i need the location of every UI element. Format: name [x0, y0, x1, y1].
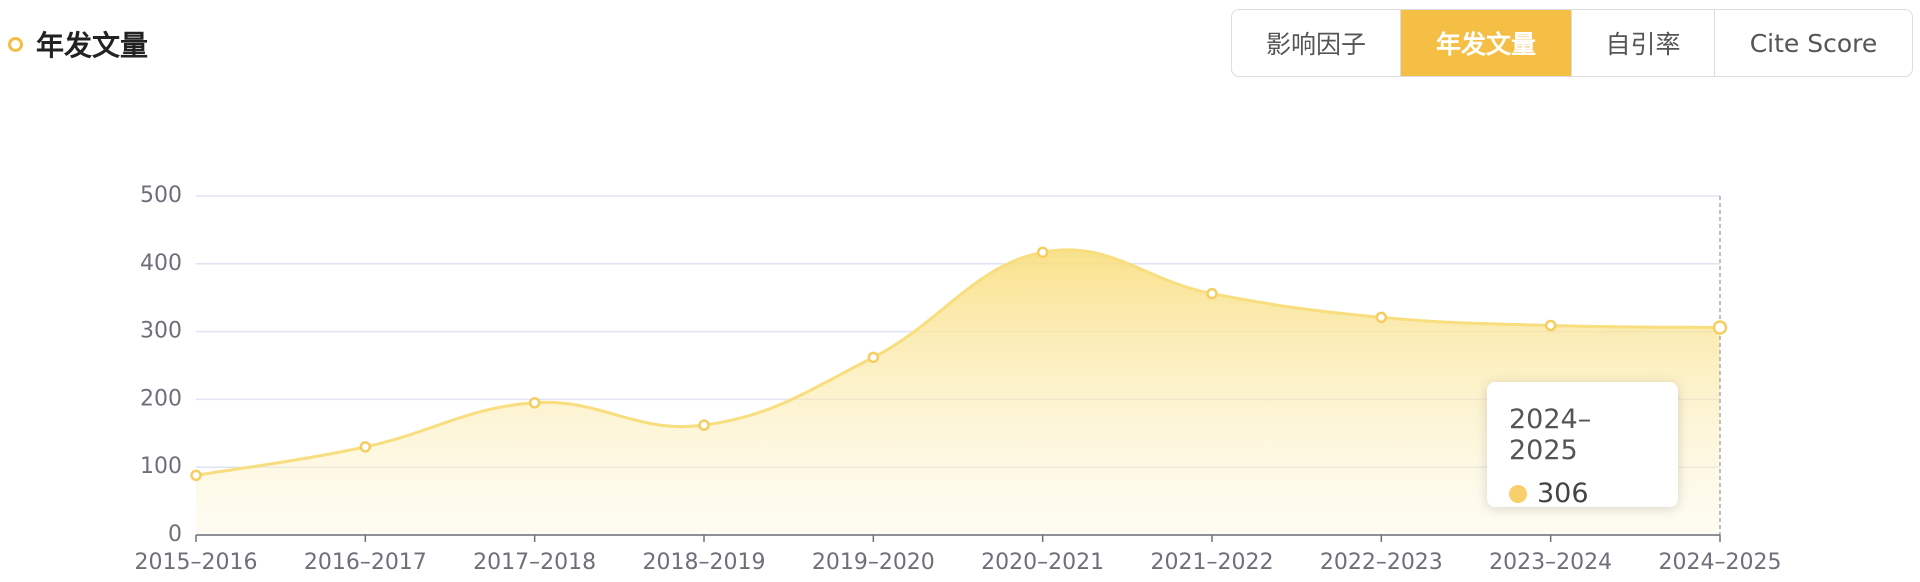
area: [196, 249, 1720, 536]
point: [1036, 246, 1049, 259]
x-tick-label: 2019–2020: [812, 550, 935, 575]
point: [190, 469, 202, 482]
point: [867, 351, 880, 364]
y-tick-label: 500: [140, 183, 182, 208]
y-tick-label: 300: [140, 319, 182, 344]
x-tick-label: 2024–2025: [1659, 550, 1782, 575]
point: [1712, 320, 1728, 335]
x-tick-label: 2022–2023: [1320, 550, 1443, 575]
point: [1544, 319, 1557, 332]
tooltip-swatch: [1509, 484, 1527, 503]
point: [359, 441, 372, 453]
y-tick-label: 400: [140, 251, 182, 276]
x-tick-label: 2021–2022: [1151, 550, 1274, 575]
tooltip-category: 2024–2025: [1509, 404, 1592, 466]
tab[interactable]: 影响因子: [1232, 10, 1401, 76]
y-tick-label: 0: [168, 522, 182, 547]
point: [698, 419, 710, 431]
title-dot: [8, 37, 23, 52]
point: [1375, 311, 1388, 324]
x-tick-label: 2023–2024: [1489, 550, 1612, 575]
section-title: 年发文量: [36, 29, 149, 62]
tab[interactable]: 自引率: [1572, 10, 1715, 76]
tooltip-value: 306: [1537, 478, 1589, 509]
point: [1206, 287, 1218, 300]
tooltip: 2024–2025 306: [1487, 382, 1678, 509]
y-tick-label: 200: [140, 386, 182, 411]
line: [195, 248, 1721, 477]
x-tick-label: 2018–2019: [643, 550, 766, 575]
tab[interactable]: Cite Score: [1749, 28, 1878, 58]
x-tick-label: 2016–2017: [304, 550, 427, 575]
point: [528, 397, 541, 409]
x-tick-label: 2015–2016: [135, 550, 258, 575]
tab-active[interactable]: 年发文量: [1401, 10, 1572, 76]
tab-bar: 影响因子 年发文量 自引率 Cite Score: [1231, 9, 1913, 77]
x-tick-label: 2020–2021: [981, 550, 1104, 575]
x-tick-label: 2017–2018: [473, 550, 596, 575]
y-tick-label: 100: [140, 454, 182, 479]
